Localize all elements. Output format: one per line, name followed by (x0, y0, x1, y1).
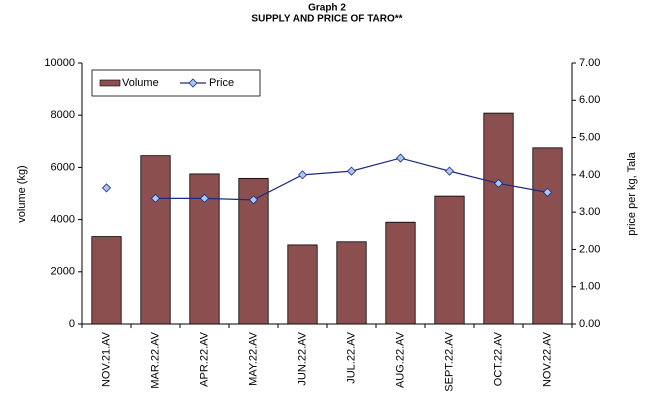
legend-label: Volume (122, 77, 159, 89)
x-tick-label: NOV.21.AV (100, 331, 112, 387)
bar (385, 221, 416, 325)
legend-swatch (99, 79, 121, 87)
price-marker (346, 166, 357, 176)
x-tick-label: JUN.22.AV (296, 331, 308, 385)
y2-tick-label: 7.00 (579, 57, 600, 69)
y-tick-label: 4000 (51, 214, 75, 226)
y-tick-label: 10000 (44, 57, 75, 69)
bar (140, 155, 171, 325)
price-marker (297, 170, 308, 180)
bar (434, 195, 465, 325)
bar (287, 244, 318, 325)
x-tick-label: MAY.22.AV (247, 331, 259, 385)
x-tick-label: OCT.22.AV (492, 331, 504, 386)
bar (336, 241, 367, 325)
x-tick-label: SEPT.22.AV (443, 331, 455, 391)
legend-marker (188, 78, 198, 88)
price-marker (199, 193, 210, 203)
y-tick-label: 6000 (51, 161, 75, 173)
y-tick-label: 8000 (51, 109, 75, 121)
y2-tick-label: 5.00 (579, 131, 600, 143)
price-marker (542, 187, 553, 197)
y-axis-label: volume (kg) (16, 165, 28, 222)
y-tick-label: 0 (69, 318, 75, 330)
price-marker (493, 178, 504, 188)
y2-axis-label: price per kg, Tala (626, 151, 638, 235)
y2-tick-label: 4.00 (579, 169, 600, 181)
bar (483, 112, 514, 325)
x-tick-label: JUL.22.AV (345, 331, 357, 383)
y2-tick-label: 6.00 (579, 94, 600, 106)
bar (532, 147, 563, 325)
x-tick-label: NOV.22.AV (541, 331, 553, 387)
price-marker (444, 166, 455, 176)
chart-title: Graph 2 (308, 3, 346, 14)
y-tick-label: 2000 (51, 266, 75, 278)
y2-tick-label: 0.00 (579, 318, 600, 330)
price-marker (150, 193, 161, 203)
y2-tick-label: 2.00 (579, 243, 600, 255)
y2-tick-label: 3.00 (579, 206, 600, 218)
price-marker (395, 153, 406, 163)
y2-tick-label: 1.00 (579, 281, 600, 293)
x-tick-label: MAR.22.AV (149, 331, 161, 388)
x-tick-label: AUG.22.AV (394, 331, 406, 388)
price-marker (248, 195, 259, 205)
price-marker (101, 183, 112, 193)
chart-subtitle: SUPPLY AND PRICE OF TARO** (251, 14, 402, 25)
bar (91, 236, 122, 325)
legend-label: Price (209, 77, 234, 89)
x-tick-label: APR.22.AV (198, 331, 210, 386)
